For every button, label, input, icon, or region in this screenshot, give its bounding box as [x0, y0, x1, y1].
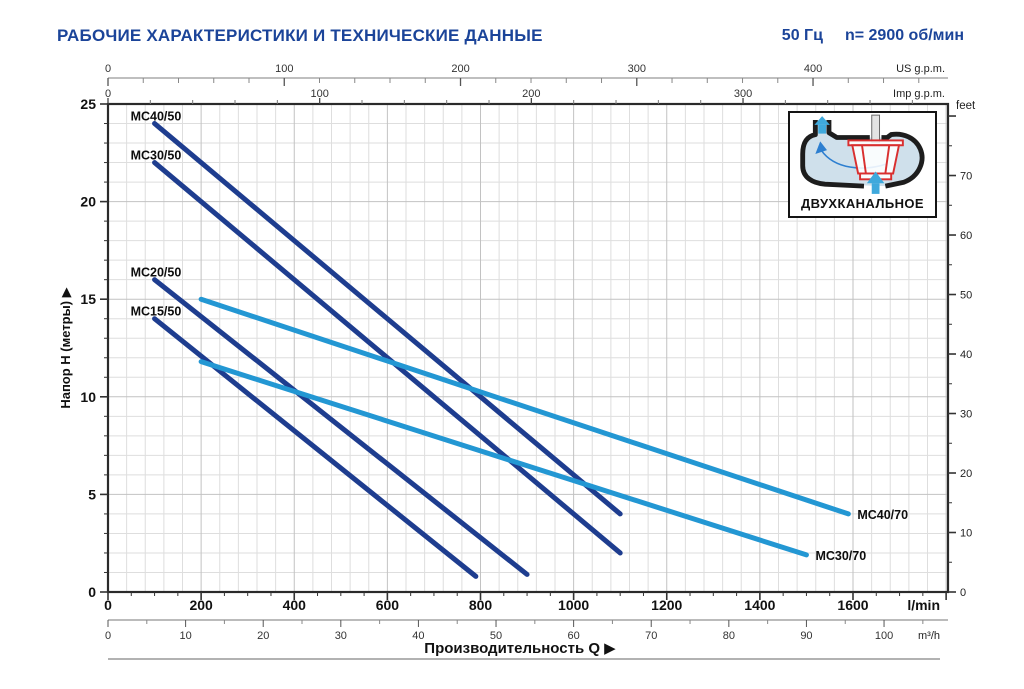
- axis-unit-lmin: l/min: [907, 597, 940, 613]
- curve-MC30/70: [198, 359, 809, 558]
- discharge-arrow-icon: [814, 116, 830, 134]
- tick-label-feet: 40: [960, 349, 972, 361]
- tick-label-m3h: 70: [645, 630, 657, 642]
- curve-label: MC30/70: [815, 549, 866, 563]
- speed-label: n= 2900 об/мин: [844, 27, 964, 44]
- tick-label-imp-gpm: 300: [734, 88, 752, 100]
- pump-shaft: [871, 114, 881, 143]
- tick-label-m3h: 0: [105, 630, 111, 642]
- impeller-inset: ДВУХКАНАЛЬНОЕ: [788, 111, 937, 218]
- tick-label-imp-gpm: 0: [105, 88, 111, 100]
- curve-MC20/50: [152, 277, 530, 577]
- tick-label-metres: 20: [80, 194, 96, 210]
- curve-label: MC40/50: [131, 110, 182, 124]
- curve-label: MC40/70: [857, 508, 908, 522]
- curve-MC40/70: [198, 296, 851, 517]
- tick-label-metres: 10: [80, 389, 96, 405]
- tick-label-us-gpm: 400: [804, 63, 822, 75]
- y-axis-title: Напор H (метры) ▶: [58, 287, 73, 408]
- tick-label-imp-gpm: 100: [310, 88, 328, 100]
- curve-MC30/50: [152, 160, 623, 556]
- axis-unit-m3h: m³/h: [918, 630, 940, 642]
- tick-label-feet: 0: [960, 587, 966, 599]
- page-title: РАБОЧИЕ ХАРАКТЕРИСТИКИ И ТЕХНИЧЕСКИЕ ДАН…: [57, 26, 543, 45]
- tick-label-lmin: 1000: [558, 597, 589, 613]
- axis-unit-imp-gpm: Imp g.p.m.: [893, 88, 945, 100]
- curve-MC40/50: [152, 121, 623, 517]
- tick-label-m3h: 20: [257, 630, 269, 642]
- tick-label-lmin: 1200: [651, 597, 682, 613]
- flow-arrow-head: [815, 141, 828, 155]
- volute-wall-top: [826, 119, 870, 140]
- tick-label-feet: 70: [960, 171, 972, 183]
- tick-label-lmin: 600: [376, 597, 400, 613]
- tick-label-lmin: 400: [283, 597, 307, 613]
- header-specs: 50 Гц n= 2900 об/мин: [782, 27, 964, 45]
- axis-unit-feet: feet: [956, 100, 976, 112]
- tick-label-m3h: 90: [800, 630, 812, 642]
- two-channel-impeller-icon: [800, 114, 925, 194]
- volute-wall-right: [881, 131, 925, 189]
- tick-label-lmin: 800: [469, 597, 493, 613]
- x-axis-title: Производительность Q ▶: [424, 640, 616, 657]
- tick-label-feet: 60: [960, 230, 972, 242]
- tick-label-metres: 25: [80, 96, 96, 112]
- tick-label-metres: 0: [88, 584, 96, 600]
- tick-label-m3h: 50: [490, 630, 502, 642]
- tick-label-metres: 15: [80, 291, 96, 307]
- tick-label-us-gpm: 200: [451, 63, 469, 75]
- impeller-type-label: ДВУХКАНАЛЬНОЕ: [800, 196, 924, 211]
- plot-border: [106, 102, 950, 594]
- tick-label-feet: 50: [960, 290, 972, 302]
- tick-label-m3h: 40: [412, 630, 424, 642]
- tick-label-feet: 20: [960, 468, 972, 480]
- tick-label-feet: 30: [960, 409, 972, 421]
- tick-label-imp-gpm: 200: [522, 88, 540, 100]
- curve-label: MC20/50: [131, 266, 182, 280]
- tick-label-us-gpm: 0: [105, 63, 111, 75]
- tick-label-lmin: 0: [104, 597, 112, 613]
- volute-wall-left: [800, 119, 865, 189]
- tick-label-m3h: 100: [875, 630, 893, 642]
- tick-label-feet: 10: [960, 528, 972, 540]
- tick-label-us-gpm: 300: [628, 63, 646, 75]
- frequency-label: 50 Гц: [781, 27, 823, 44]
- tick-label-m3h: 80: [723, 630, 735, 642]
- curve-label: MC15/50: [131, 305, 182, 319]
- tick-label-us-gpm: 100: [275, 63, 293, 75]
- curve-label: MC30/50: [131, 149, 182, 163]
- tick-label-lmin: 1600: [837, 597, 868, 613]
- tick-label-metres: 5: [88, 486, 96, 502]
- tick-label-m3h: 10: [179, 630, 191, 642]
- axis-unit-us-gpm: US g.p.m.: [896, 63, 945, 75]
- tick-label-m3h: 30: [335, 630, 347, 642]
- tick-label-lmin: 1400: [744, 597, 775, 613]
- inlet-arrow-icon: [866, 171, 885, 194]
- tick-label-lmin: 200: [189, 597, 213, 613]
- tick-label-m3h: 60: [568, 630, 580, 642]
